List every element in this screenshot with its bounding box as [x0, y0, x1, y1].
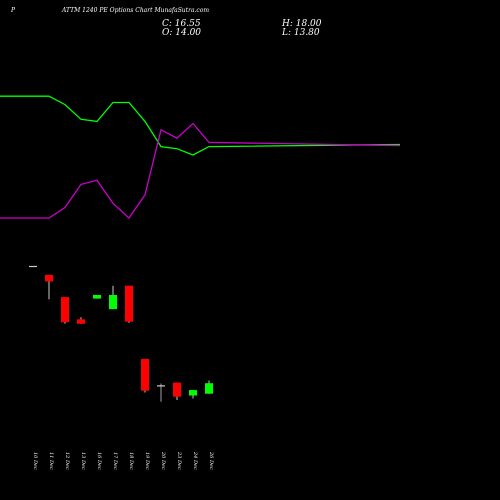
candle-body [173, 382, 181, 397]
x-tick-label: 24 Dec [192, 451, 198, 470]
x-tick-label: 10 Dec [32, 452, 38, 470]
candle-body [141, 358, 149, 391]
candle-body [45, 274, 53, 282]
x-tick-label: 19 Dec [144, 452, 150, 470]
x-tick-label: 18 Dec [128, 452, 134, 470]
candle-body [189, 390, 197, 396]
candle-body [125, 285, 133, 322]
candle-body [93, 295, 101, 299]
x-tick-label: 20 Dec [160, 451, 166, 470]
x-tick-label: 23 Dec [176, 451, 182, 470]
open-value: O: 14.00 [162, 28, 202, 38]
candle-body [61, 297, 69, 323]
x-tick-label: 16 Dec [96, 452, 102, 470]
x-tick-label: 13 Dec [80, 452, 86, 470]
high-value: H: 18.00 [282, 19, 322, 29]
x-tick-label: 26 Dec [208, 451, 214, 470]
symbol-label: P [11, 7, 16, 14]
chart-title: ATTM 1240 PE Options Chart MunafaSutra.c… [62, 7, 210, 14]
candle-body [157, 385, 165, 387]
candle-body [205, 383, 213, 394]
x-tick-label: 17 Dec [112, 452, 118, 470]
candle-body [109, 295, 117, 310]
close-value: C: 16.55 [162, 19, 201, 29]
candle-body [29, 265, 37, 268]
indicator-line-magenta [0, 122, 401, 219]
indicator-line-green [0, 95, 401, 156]
x-tick-label: 11 Dec [48, 452, 54, 470]
low-value: L: 13.80 [282, 28, 320, 38]
candle-body [77, 319, 85, 324]
x-tick-label: 12 Dec [64, 452, 70, 470]
